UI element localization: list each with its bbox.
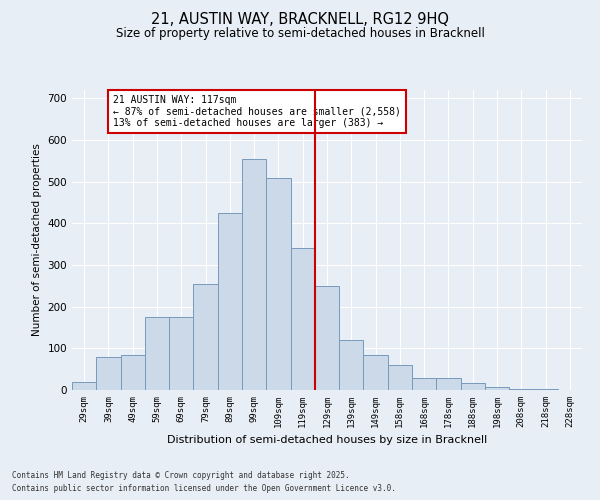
- Bar: [436, 378, 461, 390]
- Bar: [509, 389, 533, 390]
- Bar: [266, 178, 290, 390]
- Bar: [96, 356, 121, 390]
- Bar: [218, 213, 242, 390]
- Text: Size of property relative to semi-detached houses in Bracknell: Size of property relative to semi-detach…: [116, 28, 484, 40]
- Text: 21, AUSTIN WAY, BRACKNELL, RG12 9HQ: 21, AUSTIN WAY, BRACKNELL, RG12 9HQ: [151, 12, 449, 28]
- Y-axis label: Number of semi-detached properties: Number of semi-detached properties: [32, 144, 42, 336]
- Bar: [461, 382, 485, 390]
- Bar: [485, 387, 509, 390]
- Bar: [339, 340, 364, 390]
- Bar: [533, 389, 558, 390]
- Bar: [72, 382, 96, 390]
- Bar: [290, 248, 315, 390]
- X-axis label: Distribution of semi-detached houses by size in Bracknell: Distribution of semi-detached houses by …: [167, 436, 487, 446]
- Bar: [388, 365, 412, 390]
- Bar: [145, 317, 169, 390]
- Bar: [315, 286, 339, 390]
- Bar: [364, 354, 388, 390]
- Bar: [193, 284, 218, 390]
- Text: Contains public sector information licensed under the Open Government Licence v3: Contains public sector information licen…: [12, 484, 396, 493]
- Bar: [121, 354, 145, 390]
- Text: Contains HM Land Registry data © Crown copyright and database right 2025.: Contains HM Land Registry data © Crown c…: [12, 470, 350, 480]
- Text: 21 AUSTIN WAY: 117sqm
← 87% of semi-detached houses are smaller (2,558)
13% of s: 21 AUSTIN WAY: 117sqm ← 87% of semi-deta…: [113, 95, 401, 128]
- Bar: [412, 378, 436, 390]
- Bar: [169, 317, 193, 390]
- Bar: [242, 159, 266, 390]
